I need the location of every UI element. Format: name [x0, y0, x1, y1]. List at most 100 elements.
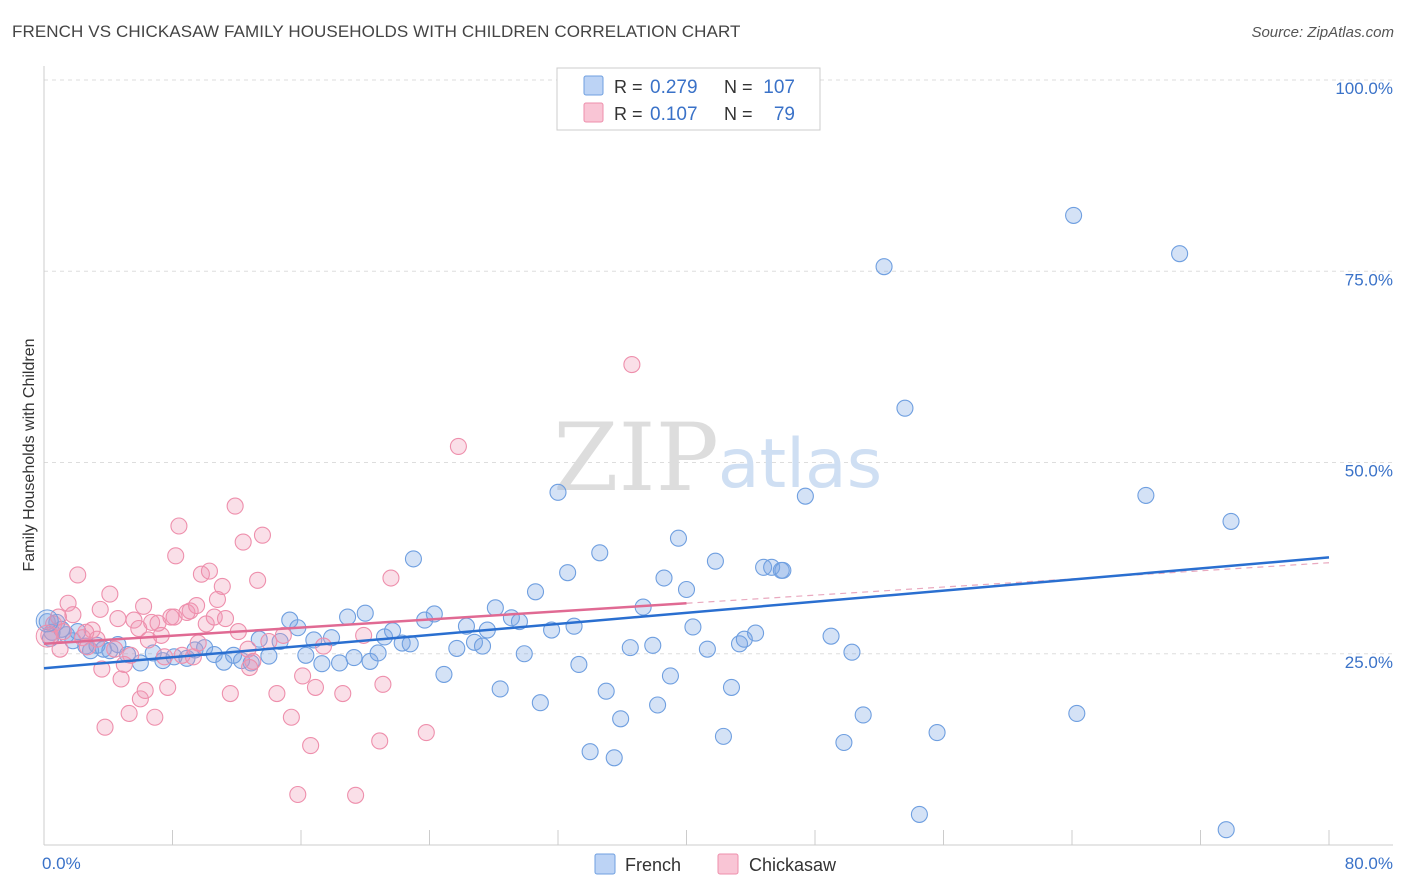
- data-point-chickasaw: [188, 597, 206, 615]
- data-point-french: [669, 529, 688, 547]
- data-point-chickasaw: [249, 571, 267, 589]
- data-point-french: [515, 645, 533, 663]
- data-point-french: [549, 483, 567, 501]
- watermark-zip: ZIP: [553, 404, 719, 513]
- data-point-chickasaw: [241, 658, 259, 677]
- data-point-french: [774, 561, 792, 579]
- data-point-chickasaw: [289, 785, 307, 804]
- data-point-french: [570, 655, 588, 674]
- data-point-chickasaw: [93, 660, 111, 678]
- data-point-french: [875, 258, 893, 276]
- data-point-chickasaw: [35, 624, 59, 648]
- data-point-chickasaw: [253, 526, 272, 544]
- data-point-french: [473, 637, 492, 655]
- source-label: Source: ZipAtlas.com: [1251, 24, 1394, 41]
- data-point-chickasaw: [189, 634, 207, 652]
- data-point-french: [1065, 206, 1083, 224]
- watermark: ZIP atlas: [553, 404, 882, 513]
- y-tick-label: 50.0%: [1345, 462, 1393, 481]
- series-legend: French Chickasaw: [594, 853, 837, 875]
- stats-n-value-french: 107: [763, 77, 795, 98]
- stats-r-label-french: R =: [614, 77, 643, 97]
- data-point-french: [345, 649, 363, 667]
- data-points: [35, 206, 1240, 839]
- data-point-french: [1171, 245, 1189, 263]
- data-point-chickasaw: [120, 704, 138, 722]
- data-point-chickasaw: [200, 562, 218, 580]
- data-point-french: [404, 550, 422, 568]
- data-point-chickasaw: [125, 611, 143, 629]
- stats-n-label-french: N =: [724, 77, 753, 97]
- data-point-french: [612, 710, 630, 728]
- trend-line-french: [43, 556, 1330, 670]
- data-point-chickasaw: [371, 732, 389, 750]
- data-point-chickasaw: [51, 640, 69, 658]
- data-point-chickasaw: [314, 637, 333, 655]
- data-point-chickasaw: [112, 670, 130, 688]
- data-point-chickasaw: [208, 590, 227, 608]
- data-point-chickasaw: [306, 678, 325, 696]
- data-point-french: [531, 694, 549, 712]
- data-point-chickasaw: [268, 684, 286, 703]
- data-point-chickasaw: [101, 585, 119, 603]
- data-point-french: [1217, 821, 1235, 839]
- data-point-chickasaw: [274, 626, 292, 644]
- data-point-chickasaw: [91, 600, 109, 618]
- data-point-chickasaw: [143, 613, 161, 631]
- stats-legend: R = 0.279 N = 107 R = 0.107 N = 79: [556, 67, 821, 131]
- x-tick-label-min: 0.0%: [42, 854, 81, 873]
- trend-line-chickasaw-extension: [686, 562, 1330, 604]
- stats-r-value-chickasaw: 0.107: [650, 104, 698, 125]
- data-point-french: [910, 805, 928, 823]
- data-point-french: [356, 604, 374, 622]
- data-point-french: [621, 639, 639, 657]
- stats-r-label-chickasaw: R =: [614, 104, 643, 124]
- data-point-chickasaw: [417, 723, 435, 742]
- data-point-french: [835, 733, 853, 752]
- axes: [43, 66, 1393, 846]
- data-point-chickasaw: [213, 577, 231, 595]
- legend-label-french: French: [625, 855, 681, 875]
- data-point-chickasaw: [234, 533, 252, 551]
- y-tick-label: 75.0%: [1345, 270, 1393, 289]
- data-point-french: [215, 653, 233, 671]
- data-point-chickasaw: [146, 708, 164, 726]
- legend-label-chickasaw: Chickasaw: [749, 855, 837, 875]
- data-point-french: [843, 643, 861, 661]
- data-point-chickasaw: [159, 678, 177, 696]
- data-point-chickasaw: [77, 623, 95, 641]
- data-point-chickasaw: [216, 610, 235, 628]
- trend-line-chickasaw: [43, 602, 687, 646]
- data-point-french: [330, 654, 349, 672]
- data-point-french: [655, 569, 673, 587]
- data-point-french: [706, 552, 724, 570]
- y-axis-label: Family Households with Children: [21, 339, 38, 572]
- data-point-french: [896, 399, 914, 417]
- data-point-french: [1068, 704, 1086, 722]
- data-point-chickasaw: [83, 621, 101, 639]
- data-point-chickasaw: [221, 684, 239, 703]
- data-point-chickasaw: [165, 608, 183, 626]
- data-point-chickasaw: [167, 547, 185, 565]
- data-point-french: [313, 655, 331, 673]
- data-point-french: [661, 667, 679, 685]
- data-point-french: [559, 564, 577, 582]
- data-point-chickasaw: [449, 437, 467, 455]
- data-point-chickasaw: [382, 569, 400, 587]
- data-point-french: [684, 618, 702, 636]
- data-point-french: [491, 680, 509, 698]
- data-point-chickasaw: [294, 667, 312, 685]
- data-point-french: [597, 682, 615, 700]
- data-point-french: [435, 665, 453, 683]
- legend-swatch-chickasaw: [717, 853, 739, 875]
- data-point-french: [1222, 512, 1240, 530]
- data-point-chickasaw: [347, 786, 365, 804]
- data-point-chickasaw: [131, 690, 149, 708]
- data-point-chickasaw: [260, 632, 278, 651]
- data-point-french: [698, 640, 716, 658]
- data-point-french: [486, 599, 504, 617]
- data-point-chickasaw: [334, 684, 352, 703]
- stats-n-value-chickasaw: 79: [774, 104, 795, 125]
- data-point-french: [747, 624, 765, 642]
- data-point-french: [644, 636, 662, 654]
